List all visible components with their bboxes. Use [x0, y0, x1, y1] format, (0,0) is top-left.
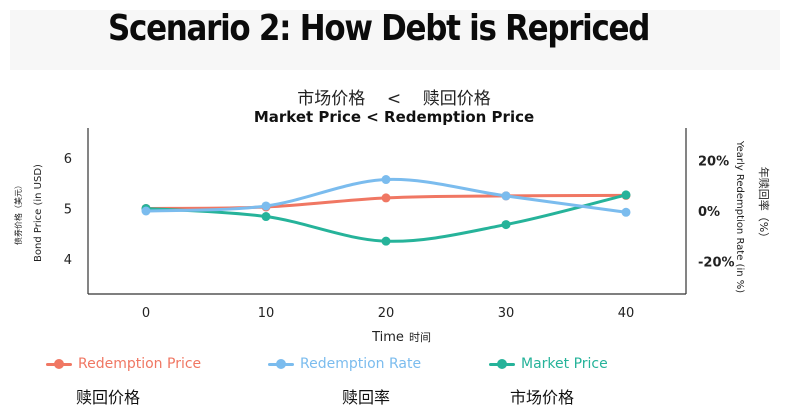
data-point-market-price: [621, 190, 631, 200]
x-axis-label: Time: [371, 330, 404, 345]
y2-tick-label: 20%: [698, 155, 729, 170]
y-tick-label: 5: [64, 202, 72, 217]
label-cn-redemption-rate: 赎回率: [342, 388, 391, 407]
chart-title: Market Price < Redemption Price: [253, 108, 535, 126]
data-point-market-price: [501, 220, 511, 230]
legend-label-redemption-price: Redemption Price: [78, 356, 202, 372]
y-tick-label: 6: [64, 152, 72, 167]
data-point-redemption-price: [381, 193, 391, 203]
data-point-redemption-rate: [501, 191, 511, 201]
x-tick-label: 0: [142, 306, 150, 321]
legend-swatch-redemption-rate: [268, 359, 294, 369]
data-point-redemption-rate: [141, 206, 151, 216]
y-tick-label: 4: [64, 253, 72, 268]
x-tick-label: 40: [618, 306, 635, 321]
legend-market-price: Market Price: [489, 356, 608, 372]
legend-swatch-market-price: [489, 359, 515, 369]
legend-label-redemption-rate: Redemption Rate: [300, 356, 422, 372]
x-tick-label: 10: [258, 306, 275, 321]
data-point-market-price: [261, 212, 271, 222]
legend-label-market-price: Market Price: [521, 356, 608, 372]
label-cn-market-price: 市场价格: [510, 388, 575, 407]
y2-axis-label-cn: 年赎回率（%）: [757, 167, 771, 243]
title-band: [10, 10, 780, 70]
y2-tick-label: -20%: [698, 255, 735, 270]
legend-swatch-redemption-price: [46, 359, 72, 369]
x-axis-label-cn: 时间: [409, 331, 431, 344]
data-point-market-price: [381, 236, 391, 246]
data-point-redemption-rate: [261, 201, 271, 211]
y2-tick-label: 0%: [698, 205, 720, 220]
x-tick-label: 20: [378, 306, 395, 321]
y-axis-label-cn: 债券价格（美元）: [13, 181, 23, 245]
data-point-redemption-rate: [621, 207, 631, 217]
chart-title-cn: 市场价格 < 赎回价格: [297, 89, 491, 109]
x-tick-label: 30: [498, 306, 515, 321]
y2-axis-label: Yearly Redemption Rate (in %): [734, 140, 745, 293]
legend-redemption-rate: Redemption Rate: [268, 356, 421, 372]
y-axis-label: Bond Price (in USD): [33, 164, 44, 262]
label-cn-redemption-price: 赎回价格: [76, 388, 141, 407]
legend-redemption-price: Redemption Price: [46, 356, 201, 372]
slide-title: Scenario 2: How Debt is Repriced: [108, 8, 650, 49]
data-point-redemption-rate: [381, 175, 391, 185]
